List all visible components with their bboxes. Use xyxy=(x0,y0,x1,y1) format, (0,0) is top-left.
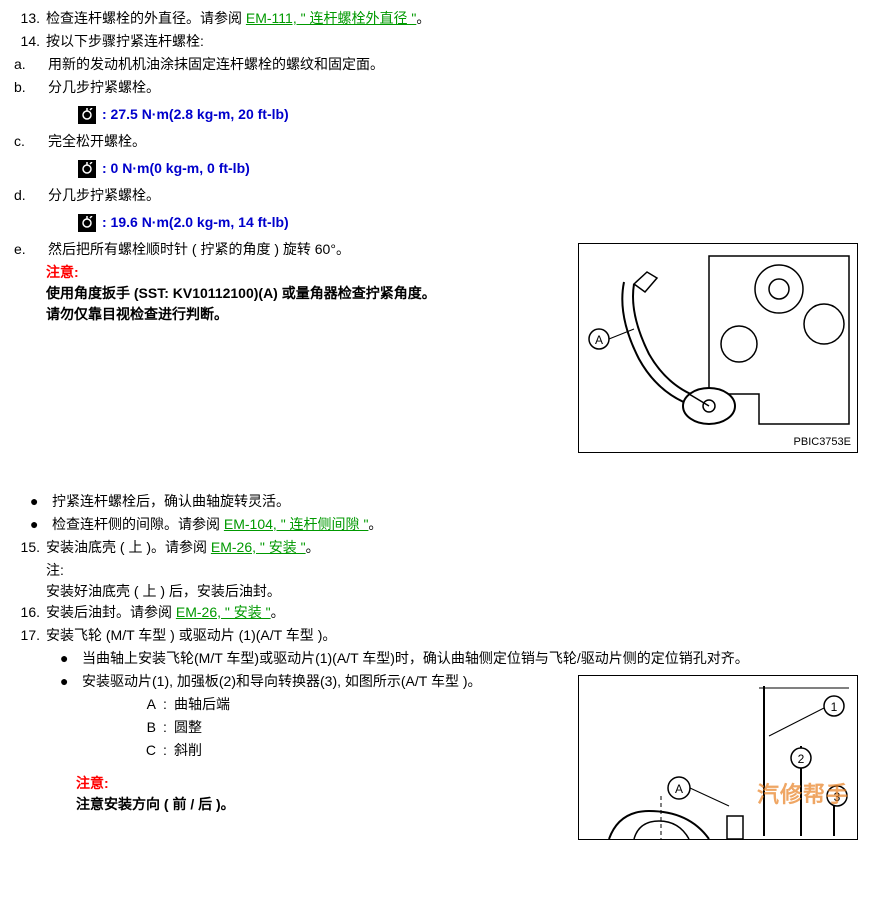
text: 。 xyxy=(306,539,320,555)
note-head: 注: xyxy=(46,560,858,581)
step-number: 16. xyxy=(12,602,46,623)
torque-icon xyxy=(78,214,96,232)
svg-text:1: 1 xyxy=(831,700,838,714)
svg-text:A: A xyxy=(595,333,603,347)
watermark: 汽修帮手 xyxy=(757,778,849,811)
bullet-item: ● 拧紧连杆螺栓后，确认曲轴旋转灵活。 xyxy=(24,491,858,512)
legend-colon: : xyxy=(156,694,174,715)
text: 。 xyxy=(368,516,382,532)
substep-e: e. 然后把所有螺栓顺时针 ( 拧紧的角度 ) 旋转 60°。 xyxy=(12,239,566,260)
step-16: 16. 安装后油封。请参阅 EM-26, " 安装 "。 xyxy=(12,602,858,623)
sub-content: 分几步拧紧螺栓。 xyxy=(48,185,858,206)
step-15: 15. 安装油底壳 ( 上 )。请参阅 EM-26, " 安装 "。 xyxy=(12,537,858,558)
substep-a: a. 用新的发动机机油涂抹固定连杆螺栓的螺纹和固定面。 xyxy=(12,54,858,75)
torque-spec-b: : 27.5 N·m(2.8 kg-m, 20 ft-lb) xyxy=(78,104,858,125)
note-block: 注: 安装好油底壳 ( 上 ) 后，安装后油封。 xyxy=(46,560,858,602)
bullet-text: 拧紧连杆螺栓后，确认曲轴旋转灵活。 xyxy=(52,491,290,512)
bullet-icon: ● xyxy=(24,491,52,512)
legend-value: 斜削 xyxy=(174,740,202,761)
step-number: 13. xyxy=(12,8,46,29)
bullet-icon: ● xyxy=(54,648,82,669)
sub-number: b. xyxy=(12,77,48,98)
sub-number: c. xyxy=(12,131,48,152)
sub-content: 分几步拧紧螺栓。 xyxy=(48,77,858,98)
step-number: 17. xyxy=(12,625,46,646)
legend-value: 曲轴后端 xyxy=(174,694,230,715)
legend-row: C : 斜削 xyxy=(132,740,566,761)
torque-spec-d: : 19.6 N·m(2.0 kg-m, 14 ft-lb) xyxy=(78,212,858,233)
step-content: 安装飞轮 (M/T 车型 ) 或驱动片 (1)(A/T 车型 )。 xyxy=(46,625,858,646)
legend-colon: : xyxy=(156,740,174,761)
note-body: 安装好油底壳 ( 上 ) 后，安装后油封。 xyxy=(46,581,858,602)
legend-row: B : 圆整 xyxy=(132,717,566,738)
torque-value: : 19.6 N·m(2.0 kg-m, 14 ft-lb) xyxy=(102,212,289,233)
figure-drive-plate: 1 2 3 A 汽修帮手 xyxy=(578,675,858,840)
link-em26[interactable]: EM-26, " 安装 " xyxy=(211,539,306,555)
torque-value: : 0 N·m(0 kg-m, 0 ft-lb) xyxy=(102,158,250,179)
sub-number: a. xyxy=(12,54,48,75)
sub-content: 然后把所有螺栓顺时针 ( 拧紧的角度 ) 旋转 60°。 xyxy=(48,239,566,260)
text: 。 xyxy=(416,10,430,26)
text: 检查连杆螺栓的外直径。请参阅 xyxy=(46,10,246,26)
bullet-text: 检查连杆侧的间隙。请参阅 EM-104, " 连杆侧间隙 "。 xyxy=(52,514,382,535)
bullet-icon: ● xyxy=(24,514,52,535)
legend-row: A : 曲轴后端 xyxy=(132,694,566,715)
sub-bullet: ● 安装驱动片(1), 加强板(2)和导向转换器(3), 如图所示(A/T 车型… xyxy=(54,671,566,692)
sub-number: e. xyxy=(12,239,48,260)
bullet-text: 安装驱动片(1), 加强板(2)和导向转换器(3), 如图所示(A/T 车型 )… xyxy=(82,671,482,692)
legend-value: 圆整 xyxy=(174,717,202,738)
text: 。 xyxy=(271,604,285,620)
step-14: 14. 按以下步骤拧紧连杆螺栓: xyxy=(12,31,858,52)
legend-key: A xyxy=(132,694,156,715)
svg-text:A: A xyxy=(675,782,683,796)
figure-angle-wrench: A PBIC3753E xyxy=(578,243,858,453)
substep-d: d. 分几步拧紧螺栓。 xyxy=(12,185,858,206)
link-em104[interactable]: EM-104, " 连杆侧间隙 " xyxy=(224,516,369,532)
bullet-icon: ● xyxy=(54,671,82,692)
text: 安装油底壳 ( 上 )。请参阅 xyxy=(46,539,211,555)
step-content: 安装后油封。请参阅 EM-26, " 安装 "。 xyxy=(46,602,858,623)
step-number: 15. xyxy=(12,537,46,558)
torque-icon xyxy=(78,160,96,178)
sub-content: 完全松开螺栓。 xyxy=(48,131,858,152)
sub-bullet: ● 当曲轴上安装飞轮(M/T 车型)或驱动片(1)(A/T 车型)时，确认曲轴侧… xyxy=(54,648,858,669)
legend-key: B xyxy=(132,717,156,738)
svg-text:2: 2 xyxy=(798,752,805,766)
sub-content: 用新的发动机机油涂抹固定连杆螺栓的螺纹和固定面。 xyxy=(48,54,858,75)
step-13: 13. 检查连杆螺栓的外直径。请参阅 EM-111, " 连杆螺栓外直径 "。 xyxy=(12,8,858,29)
bullet-text: 当曲轴上安装飞轮(M/T 车型)或驱动片(1)(A/T 车型)时，确认曲轴侧定位… xyxy=(82,648,749,669)
substep-b: b. 分几步拧紧螺栓。 xyxy=(12,77,858,98)
link-em111[interactable]: EM-111, " 连杆螺栓外直径 " xyxy=(246,10,416,26)
bullet-item: ● 检查连杆侧的间隙。请参阅 EM-104, " 连杆侧间隙 "。 xyxy=(24,514,858,535)
legend-colon: : xyxy=(156,717,174,738)
substep-c: c. 完全松开螺栓。 xyxy=(12,131,858,152)
figure-caption: PBIC3753E xyxy=(794,434,851,451)
step-content: 检查连杆螺栓的外直径。请参阅 EM-111, " 连杆螺栓外直径 "。 xyxy=(46,8,858,29)
text: 检查连杆侧的间隙。请参阅 xyxy=(52,516,224,532)
text: 安装后油封。请参阅 xyxy=(46,604,176,620)
step-17: 17. 安装飞轮 (M/T 车型 ) 或驱动片 (1)(A/T 车型 )。 xyxy=(12,625,858,646)
torque-icon xyxy=(78,106,96,124)
sub-number: d. xyxy=(12,185,48,206)
torque-spec-c: : 0 N·m(0 kg-m, 0 ft-lb) xyxy=(78,158,858,179)
torque-value: : 27.5 N·m(2.8 kg-m, 20 ft-lb) xyxy=(102,104,289,125)
step-content: 按以下步骤拧紧连杆螺栓: xyxy=(46,31,858,52)
link-em26b[interactable]: EM-26, " 安装 " xyxy=(176,604,271,620)
step-content: 安装油底壳 ( 上 )。请参阅 EM-26, " 安装 "。 xyxy=(46,537,858,558)
step-number: 14. xyxy=(12,31,46,52)
legend-key: C xyxy=(132,740,156,761)
